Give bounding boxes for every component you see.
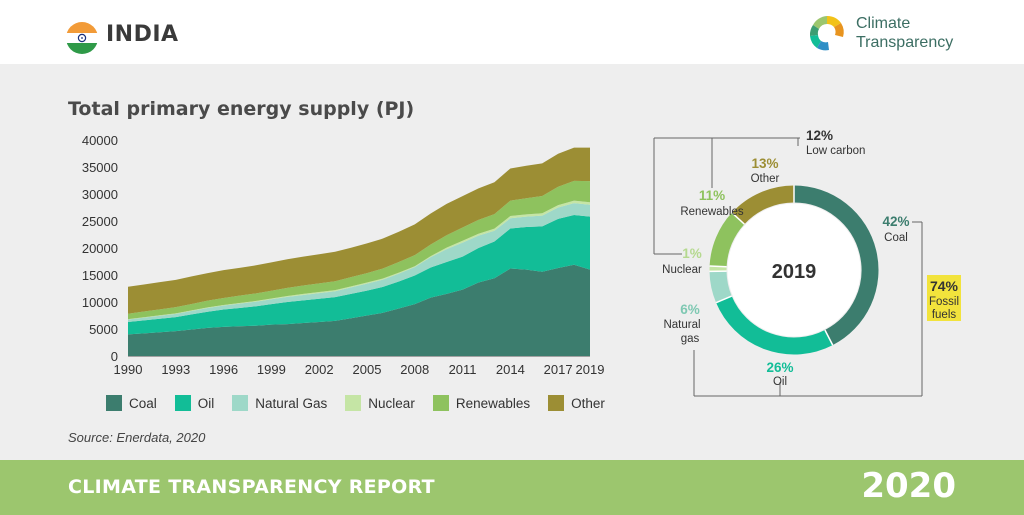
natural-gas-percent: 6%: [680, 302, 700, 317]
low-carbon-label: Low carbon: [806, 145, 865, 157]
country-name: INDIA: [106, 22, 179, 47]
chart-title: Total primary energy supply (PJ): [68, 98, 415, 120]
slice-separator: [824, 329, 834, 346]
slice-separator: [709, 265, 727, 268]
x-tick-label: 2011: [449, 362, 477, 377]
area-series-coal: [128, 264, 590, 356]
x-tick-label: 2014: [496, 362, 525, 377]
x-tick-label: 2017: [544, 362, 573, 377]
x-tick-label: 2008: [400, 362, 429, 377]
area-series-natural-gas: [128, 203, 590, 322]
legend-label: Nuclear: [368, 395, 415, 411]
energy-mix-donut-chart: 2019 12% Low carbon 13% Other 11% Renewables 1%…: [653, 128, 961, 397]
donut-slice-renewables: [709, 212, 745, 268]
logo-wordmark: Climate Transparency: [856, 14, 953, 52]
area-series-oil: [128, 215, 590, 335]
donut-center: [727, 203, 861, 337]
y-tick-label: 30000: [82, 187, 118, 202]
x-tick-label: 1996: [209, 362, 238, 377]
y-tick-label: 35000: [82, 160, 118, 175]
donut-slice-coal: [793, 185, 879, 346]
legend-item-other: Other: [548, 395, 605, 411]
legend-swatch: [232, 395, 249, 411]
legend-label: Renewables: [455, 395, 531, 411]
source-note: Source: Enerdata, 2020: [68, 430, 206, 445]
slice-separator: [715, 295, 733, 304]
footer-year: 2020: [861, 466, 956, 506]
fossil-fuels-highlight: [927, 275, 961, 321]
oil-label: Oil: [773, 376, 787, 388]
climate-transparency-logo-icon: [809, 15, 844, 51]
coal-label: Coal: [884, 232, 908, 244]
india-flag-icon: [66, 22, 98, 54]
y-tick-label: 5000: [89, 322, 118, 337]
footer-title: CLIMATE TRANSPARENCY REPORT: [68, 476, 435, 498]
legend-swatch: [106, 395, 122, 411]
donut-slice-natural-gas: [709, 270, 732, 303]
report-footer: CLIMATE TRANSPARENCY REPORT 2020: [0, 460, 1024, 515]
logo-line-2: Transparency: [856, 34, 954, 51]
natural-gas-label-line1: Natural: [663, 319, 700, 331]
legend-label: Natural Gas: [255, 395, 328, 411]
other-percent: 13%: [751, 156, 778, 171]
donut-slice-oil: [716, 295, 833, 355]
natural-gas-label-line2: gas: [681, 333, 700, 345]
fossil-fuels-label-line1: Fossil: [929, 296, 959, 308]
y-tick-label: 40000: [82, 133, 118, 148]
logo-line-1: Climate: [856, 15, 911, 32]
x-tick-label: 1993: [161, 362, 190, 377]
area-series-nuclear: [128, 200, 590, 320]
legend-label: Oil: [197, 395, 215, 411]
oil-percent: 26%: [766, 360, 793, 375]
legend-label: Other: [571, 395, 605, 411]
y-tick-label: 0: [111, 349, 118, 364]
fossil-fuels-label-line2: fuels: [932, 309, 957, 321]
legend-swatch: [345, 395, 362, 411]
chart-legend: Coal Oil Natural Gas Nuclear Renewables Other: [106, 395, 623, 411]
legend-swatch: [432, 395, 449, 411]
x-tick-label: 1999: [257, 362, 286, 377]
x-tick-label: 2019: [576, 362, 605, 377]
y-tick-label: 20000: [82, 241, 118, 256]
legend-item-oil: Oil: [174, 395, 215, 411]
report-header: INDIA Climate Transparency: [0, 0, 1024, 64]
y-tick-label: 15000: [82, 268, 118, 283]
legend-label: Coal: [129, 395, 157, 411]
renewables-label: Renewables: [680, 206, 744, 218]
x-tick-label: 2002: [305, 362, 334, 377]
legend-item-natural-gas: Natural Gas: [232, 395, 327, 411]
fossil-fuels-percent: 74%: [930, 278, 959, 294]
slice-separator: [731, 212, 745, 225]
y-tick-label: 25000: [82, 214, 118, 229]
donut-slice-other: [731, 185, 795, 225]
legend-swatch: [548, 395, 565, 411]
x-tick-label: 2005: [353, 362, 382, 377]
legend-swatch: [174, 395, 191, 411]
coal-percent: 42%: [882, 214, 909, 229]
area-series-other: [128, 147, 590, 314]
renewables-percent: 11%: [699, 188, 725, 203]
nuclear-label: Nuclear: [662, 264, 702, 276]
nuclear-percent: 1%: [682, 246, 702, 261]
energy-supply-area-chart: 0 5000 10000 15000 20000 25000 30000 35000 40000…: [82, 133, 605, 377]
legend-item-nuclear: Nuclear: [345, 395, 415, 411]
legend-item-coal: Coal: [106, 395, 157, 411]
low-carbon-percent: 12%: [806, 128, 833, 143]
other-label: Other: [751, 173, 780, 185]
legend-item-renewables: Renewables: [432, 395, 531, 411]
donut-center-label: 2019: [772, 261, 817, 283]
x-tick-label: 1990: [114, 362, 143, 377]
y-tick-label: 10000: [82, 295, 118, 310]
